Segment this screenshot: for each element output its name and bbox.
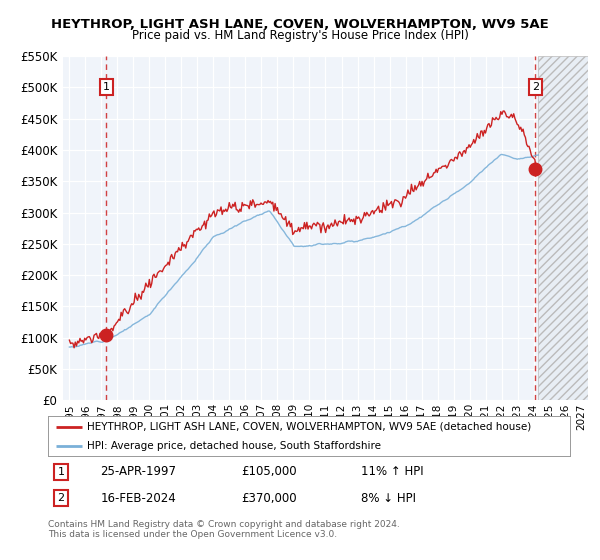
- Text: 1: 1: [103, 82, 110, 92]
- Text: 2: 2: [532, 82, 539, 92]
- Text: HEYTHROP, LIGHT ASH LANE, COVEN, WOLVERHAMPTON, WV9 5AE (detached house): HEYTHROP, LIGHT ASH LANE, COVEN, WOLVERH…: [87, 422, 532, 432]
- Text: 25-APR-1997: 25-APR-1997: [100, 465, 176, 478]
- Text: Price paid vs. HM Land Registry's House Price Index (HPI): Price paid vs. HM Land Registry's House …: [131, 29, 469, 42]
- Text: HPI: Average price, detached house, South Staffordshire: HPI: Average price, detached house, Sout…: [87, 441, 381, 450]
- Text: 2: 2: [58, 493, 65, 503]
- Text: HEYTHROP, LIGHT ASH LANE, COVEN, WOLVERHAMPTON, WV9 5AE: HEYTHROP, LIGHT ASH LANE, COVEN, WOLVERH…: [51, 18, 549, 31]
- Text: 16-FEB-2024: 16-FEB-2024: [100, 492, 176, 505]
- Bar: [538, 56, 588, 400]
- Text: Contains HM Land Registry data © Crown copyright and database right 2024.
This d: Contains HM Land Registry data © Crown c…: [48, 520, 400, 539]
- Text: 8% ↓ HPI: 8% ↓ HPI: [361, 492, 416, 505]
- Text: £370,000: £370,000: [241, 492, 297, 505]
- Text: £105,000: £105,000: [241, 465, 297, 478]
- Text: 1: 1: [58, 466, 65, 477]
- Text: 11% ↑ HPI: 11% ↑ HPI: [361, 465, 424, 478]
